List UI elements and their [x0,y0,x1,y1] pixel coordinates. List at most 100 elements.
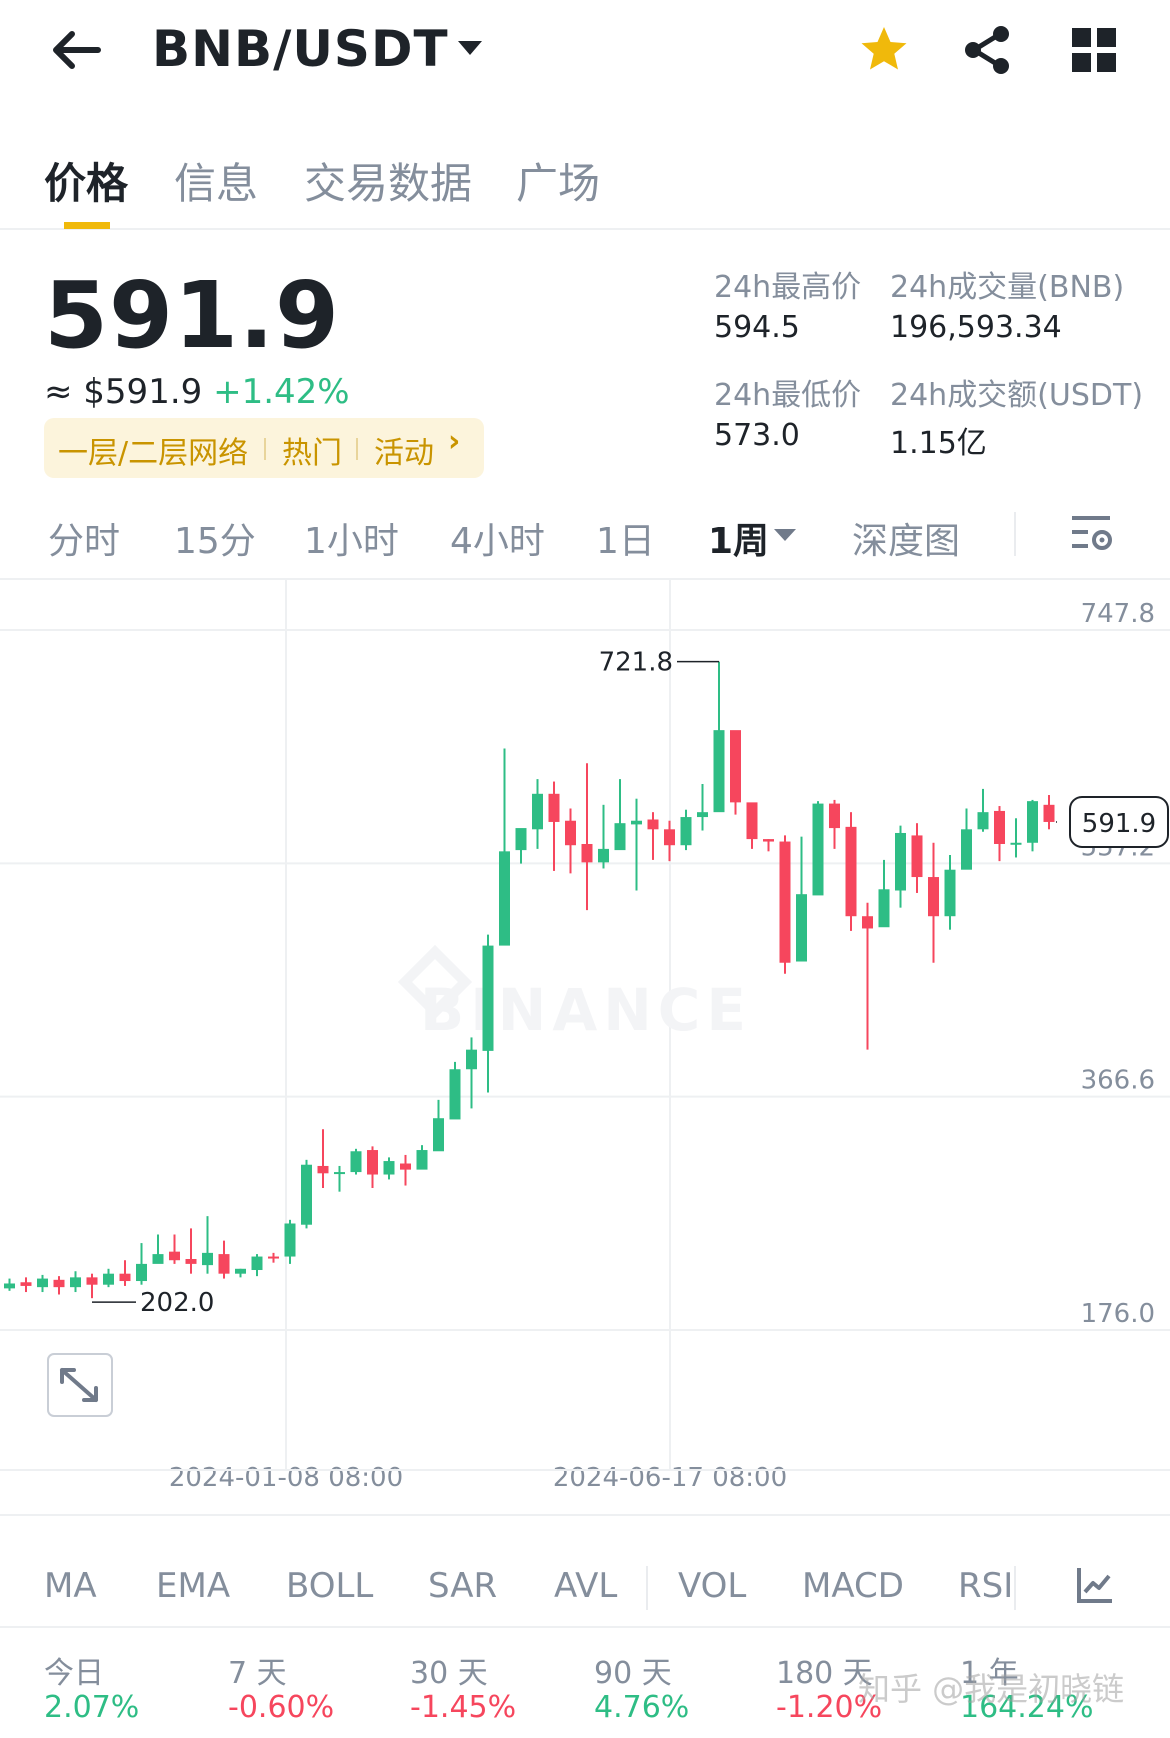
chevron-right-icon[interactable]: › [448,424,461,459]
tag-activity[interactable]: 活动 [374,436,434,471]
candle-body [86,1277,98,1285]
interval-depth[interactable]: 深度图 [852,521,961,562]
candle-body [53,1279,65,1288]
y-axis-tick-label: 176.0 [1081,1299,1155,1329]
candle-body [565,820,576,846]
share-icon[interactable] [962,24,1012,76]
indicator-ma[interactable]: MA [44,1566,97,1606]
candle-body [20,1282,32,1286]
interval-1w[interactable]: 1周 [708,521,770,562]
candle-body [136,1263,147,1282]
candle-body [598,848,609,863]
candle-body [235,1268,246,1274]
indicator-ema[interactable]: EMA [156,1566,231,1606]
candle-body [713,730,725,813]
candle-body [185,1258,197,1264]
perf-value-180d: -1.20% [776,1690,883,1725]
tab-info[interactable]: 信息 [174,159,259,208]
chart-settings-icon[interactable] [1070,512,1114,556]
candle-body [482,945,494,1051]
perf-value-7d: -0.60% [228,1690,335,1725]
interval-1d[interactable]: 1日 [596,521,655,562]
candle-body [119,1273,131,1282]
candle-body [581,843,593,863]
candle-body [697,812,708,818]
tag-box[interactable]: 一层/二层网络 热门 活动 › [44,418,484,478]
candle-body [499,851,510,946]
candle-body [680,817,692,846]
perf-label-30d: 30 天 [410,1656,488,1691]
candle-body [746,802,758,840]
candle-body [944,869,956,917]
perf-value-30d: -1.45% [410,1690,517,1725]
candle-body [1027,801,1038,843]
expand-icon [60,1368,98,1402]
candle-body [301,1164,312,1225]
star-icon[interactable] [858,24,910,74]
binance-watermark: BINANCE [420,976,752,1044]
last-price: 591.9 [44,262,341,369]
watermark: 知乎 @我是初晓链 [858,1670,1125,1708]
caret-down-icon[interactable] [456,38,484,58]
amount-label: 24h成交额(USDT) [890,378,1144,413]
candle-body [284,1223,296,1257]
candle-body [169,1251,180,1261]
high-label: 24h最高价 [714,270,862,305]
caret-down-icon[interactable] [772,526,798,544]
indicator-divider [646,1566,648,1610]
approx-usd-price: ≈ $591.9 [44,372,203,412]
interval-timeline[interactable]: 分时 [48,521,121,562]
indicator-macd[interactable]: MACD [802,1566,904,1606]
candle-body [152,1254,164,1264]
indicator-rsi[interactable]: RSI [958,1566,1014,1606]
candle-body [383,1161,395,1175]
candle-body [317,1165,329,1174]
back-arrow-icon[interactable] [48,26,104,74]
interval-4h[interactable]: 4小时 [450,521,545,562]
perf-value-today: 2.07% [44,1690,140,1725]
indicator-sar[interactable]: SAR [428,1566,498,1606]
candle-body [614,823,626,851]
perf-value-1y: 164.24% [960,1690,1094,1725]
indicator-boll[interactable]: BOLL [286,1566,374,1606]
interval-1h[interactable]: 1小时 [304,521,399,562]
candle-body [268,1256,279,1259]
min-price-label: 202.0 [140,1288,214,1318]
indicator-vol[interactable]: VOL [678,1566,747,1606]
interval-15m[interactable]: 15分 [174,521,256,562]
top-bar: BNB/USDT [0,0,1170,110]
x-axis-tick-label: 2024-06-17 08:00 [553,1463,787,1493]
perf-label-7d: 7 天 [228,1656,287,1691]
candle-body [961,829,972,870]
candle-body [631,820,642,825]
tag-hot[interactable]: 热门 [282,436,342,471]
candle-body [218,1254,230,1274]
candle-body [548,793,560,822]
amount-value: 1.15亿 [890,426,987,461]
candle-body [845,826,857,917]
candle-body [977,812,989,830]
candle-body [449,1069,461,1120]
candle-body [779,841,791,963]
indicator-avl[interactable]: AVL [554,1566,618,1606]
grid-icon[interactable] [1072,28,1116,72]
indicator-bar: MA EMA BOLL SAR AVL VOL MACD RSI [0,1538,1170,1628]
candle-body [416,1150,428,1170]
candle-body [911,835,923,878]
tab-trading-data[interactable]: 交易数据 [304,159,473,208]
candle-body [994,810,1005,844]
tab-price[interactable]: 价格 [44,159,129,208]
perf-label-90d: 90 天 [594,1656,672,1691]
candle-body [1010,842,1022,845]
tab-square[interactable]: 广场 [516,159,601,208]
perf-value-90d: 4.76% [594,1690,690,1725]
candle-body [400,1163,411,1170]
candle-body [763,839,774,842]
tag-layer-network[interactable]: 一层/二层网络 [58,436,249,471]
candle-body [796,894,807,962]
tag-divider [356,438,358,460]
pair-title[interactable]: BNB/USDT [152,20,449,78]
indicator-chart-icon[interactable] [1076,1566,1114,1604]
candle-body [829,803,840,829]
